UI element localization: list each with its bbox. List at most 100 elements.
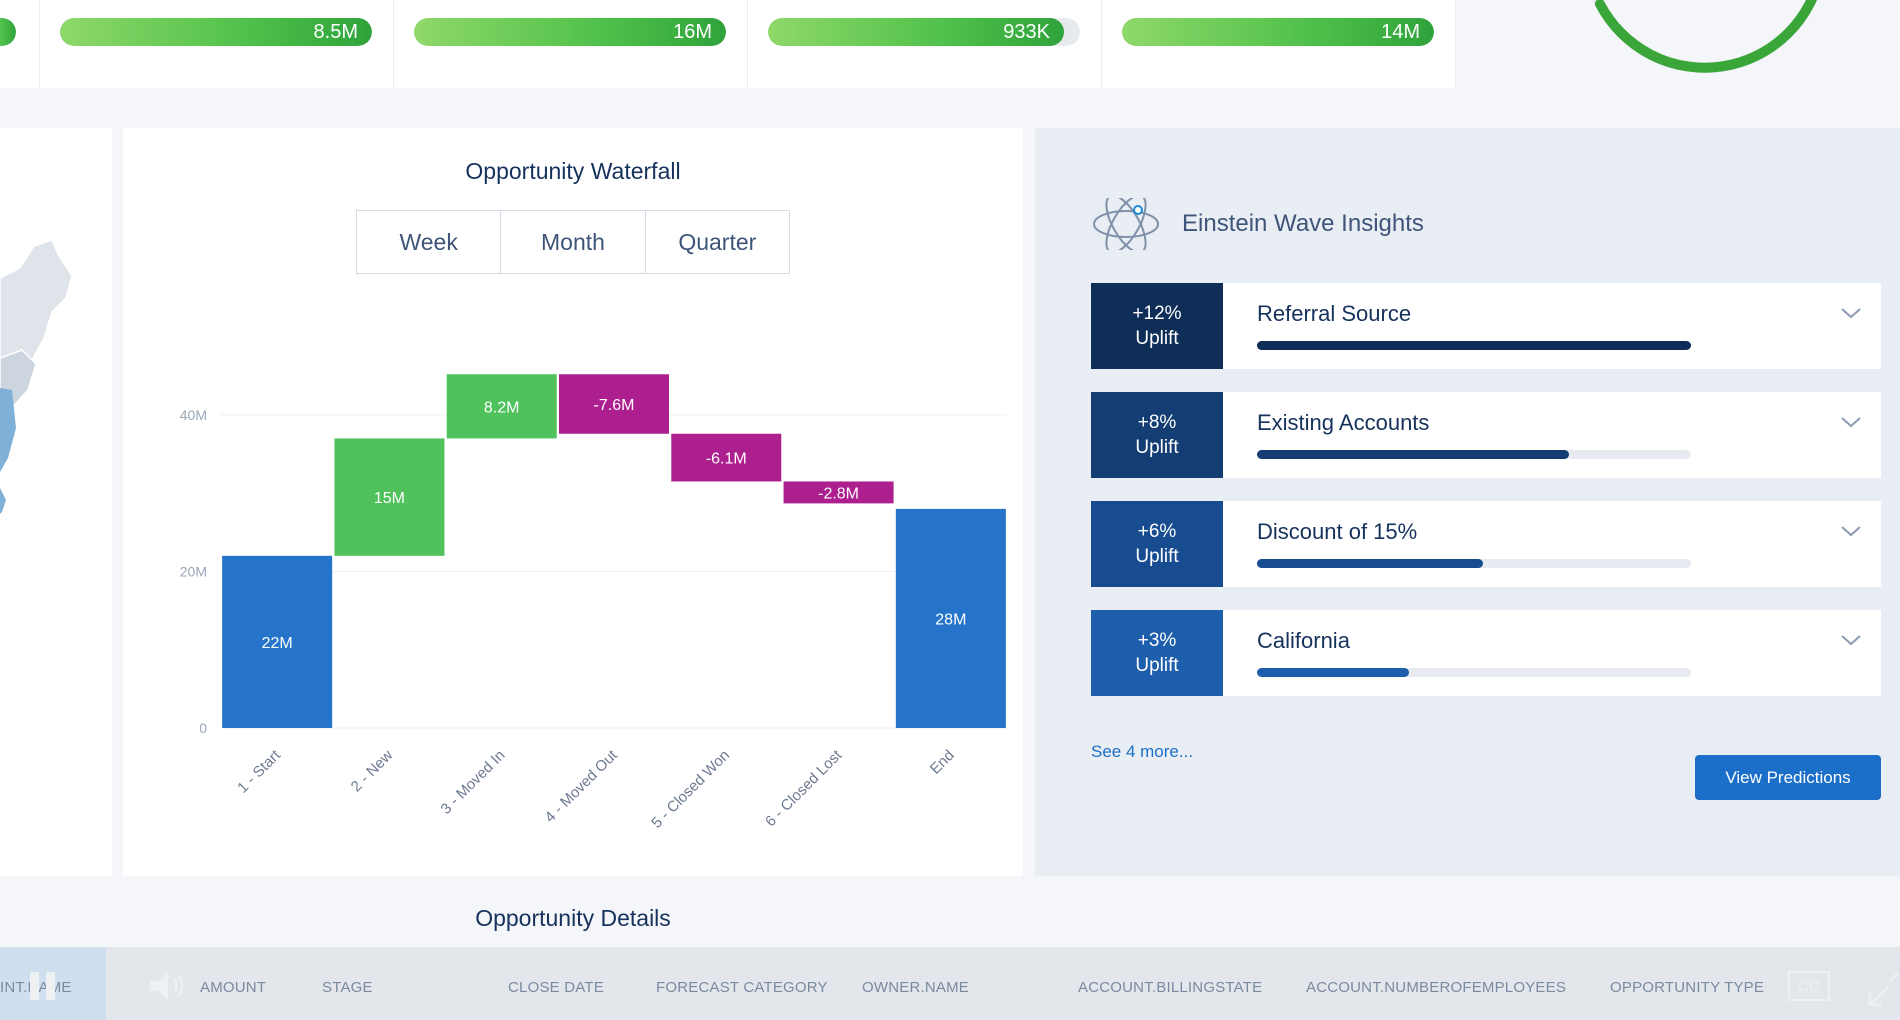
insights-panel: Einstein Wave Insights +12% Uplift Refer…: [1035, 128, 1900, 876]
insight-card-california[interactable]: +3% Uplift California: [1091, 610, 1881, 696]
map-panel[interactable]: [0, 128, 112, 876]
tab-week[interactable]: Week: [357, 211, 502, 273]
chart-title: Opportunity Waterfall: [465, 158, 681, 184]
column-header-employees[interactable]: ACCOUNT.NUMBEROFEMPLOYEES: [1306, 979, 1567, 996]
waterfall-panel: Opportunity Waterfall Week Month Quarter…: [123, 128, 1023, 876]
uplift-label: Uplift: [1135, 328, 1179, 349]
kpi-fill: [768, 18, 1065, 46]
bar-value-label: 22M: [262, 635, 293, 652]
see-more-link[interactable]: See 4 more...: [1091, 742, 1194, 761]
waterfall-bar: [783, 481, 894, 504]
y-tick-label: 0: [199, 720, 207, 736]
uplift-badge: +8% Uplift: [1091, 392, 1223, 478]
uplift-value: +8%: [1137, 412, 1177, 433]
insight-label: Existing Accounts: [1257, 410, 1430, 435]
chevron-down-icon[interactable]: [1839, 410, 1863, 434]
insight-card-existing-accounts[interactable]: +8% Uplift Existing Accounts: [1091, 392, 1881, 478]
insight-progress-fill: [1257, 559, 1483, 568]
kpi-fill: [60, 18, 372, 46]
view-predictions-button[interactable]: View Predictions: [1695, 755, 1881, 800]
table-header: INT.NAME AMOUNT STAGE CLOSE DATE FORECAS…: [0, 947, 1900, 1020]
kpi-value: 14M: [1381, 21, 1420, 43]
insight-progress-fill: [1257, 668, 1409, 677]
uplift-value: +3%: [1137, 630, 1177, 651]
insight-label: Referral Source: [1257, 301, 1412, 326]
x-category-label: 3 - Moved In: [438, 747, 509, 818]
y-tick-label: 40M: [180, 407, 207, 423]
kpi-fill: [1122, 18, 1434, 46]
chevron-down-icon[interactable]: [1839, 519, 1863, 543]
kpi-value: 933K: [1003, 21, 1050, 43]
uplift-label: Uplift: [1135, 546, 1179, 567]
pause-icon[interactable]: [26, 969, 60, 1003]
uplift-badge: +3% Uplift: [1091, 610, 1223, 696]
waterfall-bar: [222, 555, 333, 728]
y-tick-label: 20M: [180, 563, 207, 579]
kpi-bar: 16M: [414, 18, 726, 46]
insights-header: Einstein Wave Insights: [1090, 198, 1424, 250]
map-graphic: [0, 239, 73, 514]
uplift-value: +6%: [1137, 521, 1177, 542]
kpi-cell[interactable]: 16M: [394, 0, 748, 88]
bar-value-label: -6.1M: [706, 451, 747, 468]
column-header-owner-name[interactable]: OWNER.NAME: [862, 979, 969, 996]
x-category-label: 2 - New: [348, 747, 397, 796]
time-range-tabs: Week Month Quarter: [356, 210, 790, 274]
closed-captions-icon[interactable]: CC: [1788, 971, 1830, 1001]
insight-progress-fill: [1257, 341, 1691, 350]
column-header-stage[interactable]: STAGE: [322, 979, 373, 996]
waterfall-bar: [334, 438, 445, 556]
kpi-strip: 8.5M 16M 933K 14M: [0, 0, 1900, 118]
insights-title: Einstein Wave Insights: [1182, 210, 1424, 237]
details-title: Opportunity Details: [475, 905, 671, 931]
insight-card-body: Referral Source: [1223, 283, 1881, 369]
insight-progress-track: [1257, 668, 1691, 677]
uplift-badge: +6% Uplift: [1091, 501, 1223, 587]
column-header-amount[interactable]: AMOUNT: [200, 979, 267, 996]
bar-value-label: 28M: [935, 611, 966, 628]
kpi-value: 16M: [673, 21, 712, 43]
column-header-billing-state[interactable]: ACCOUNT.BILLINGSTATE: [1078, 979, 1263, 996]
x-category-label: 1 - Start: [234, 746, 284, 796]
uplift-label: Uplift: [1135, 437, 1179, 458]
kpi-fill: [414, 18, 726, 46]
waterfall-bar: [895, 508, 1006, 728]
insight-label: Discount of 15%: [1257, 519, 1418, 544]
kpi-bar-partial: [0, 18, 16, 46]
gauge-ring: [1592, 0, 1818, 73]
chevron-down-icon[interactable]: [1839, 628, 1863, 652]
waterfall-chart: 0 20M 40M 22M 1 - Start 15M 2 - New 8.2M 3 - Mov…: [180, 374, 1007, 832]
tab-month[interactable]: Month: [501, 211, 646, 273]
x-category-label: End: [927, 747, 958, 778]
kpi-bar: 933K: [768, 18, 1080, 46]
column-header-forecast-category[interactable]: FORECAST CATEGORY: [656, 979, 828, 996]
bar-value-label: 8.2M: [484, 399, 520, 416]
column-header-close-date[interactable]: CLOSE DATE: [508, 979, 604, 996]
kpi-cell[interactable]: 8.5M: [40, 0, 394, 88]
kpi-bar: 8.5M: [60, 18, 372, 46]
insight-card-discount[interactable]: +6% Uplift Discount of 15%: [1091, 501, 1881, 587]
bar-value-label: -7.6M: [594, 397, 635, 414]
kpi-bar: 14M: [1122, 18, 1434, 46]
waterfall-bar: [671, 433, 782, 482]
insight-label: California: [1257, 628, 1350, 653]
kpi-cell[interactable]: 14M: [1102, 0, 1456, 88]
kpi-cell[interactable]: 933K: [748, 0, 1102, 88]
insight-progress-track: [1257, 341, 1691, 350]
bar-value-label: -2.8M: [818, 485, 859, 502]
insight-card-referral-source[interactable]: +12% Uplift Referral Source: [1091, 283, 1881, 369]
chevron-down-icon[interactable]: [1839, 301, 1863, 325]
volume-icon[interactable]: [148, 969, 188, 1003]
x-category-label: 6 - Closed Lost: [762, 746, 846, 830]
tab-quarter[interactable]: Quarter: [678, 228, 757, 255]
uplift-badge: +12% Uplift: [1091, 283, 1223, 369]
expand-icon[interactable]: [1866, 969, 1900, 1009]
waterfall-bar: [559, 374, 669, 434]
insight-card-body: Discount of 15%: [1223, 501, 1881, 587]
kpi-value: 8.5M: [313, 21, 358, 43]
waterfall-bar: [446, 374, 557, 439]
x-category-label: 4 - Moved Out: [542, 746, 622, 826]
x-category-label: 5 - Closed Won: [648, 747, 733, 832]
column-header-opportunity-type[interactable]: OPPORTUNITY TYPE: [1610, 979, 1765, 996]
insight-progress-track: [1257, 559, 1691, 568]
